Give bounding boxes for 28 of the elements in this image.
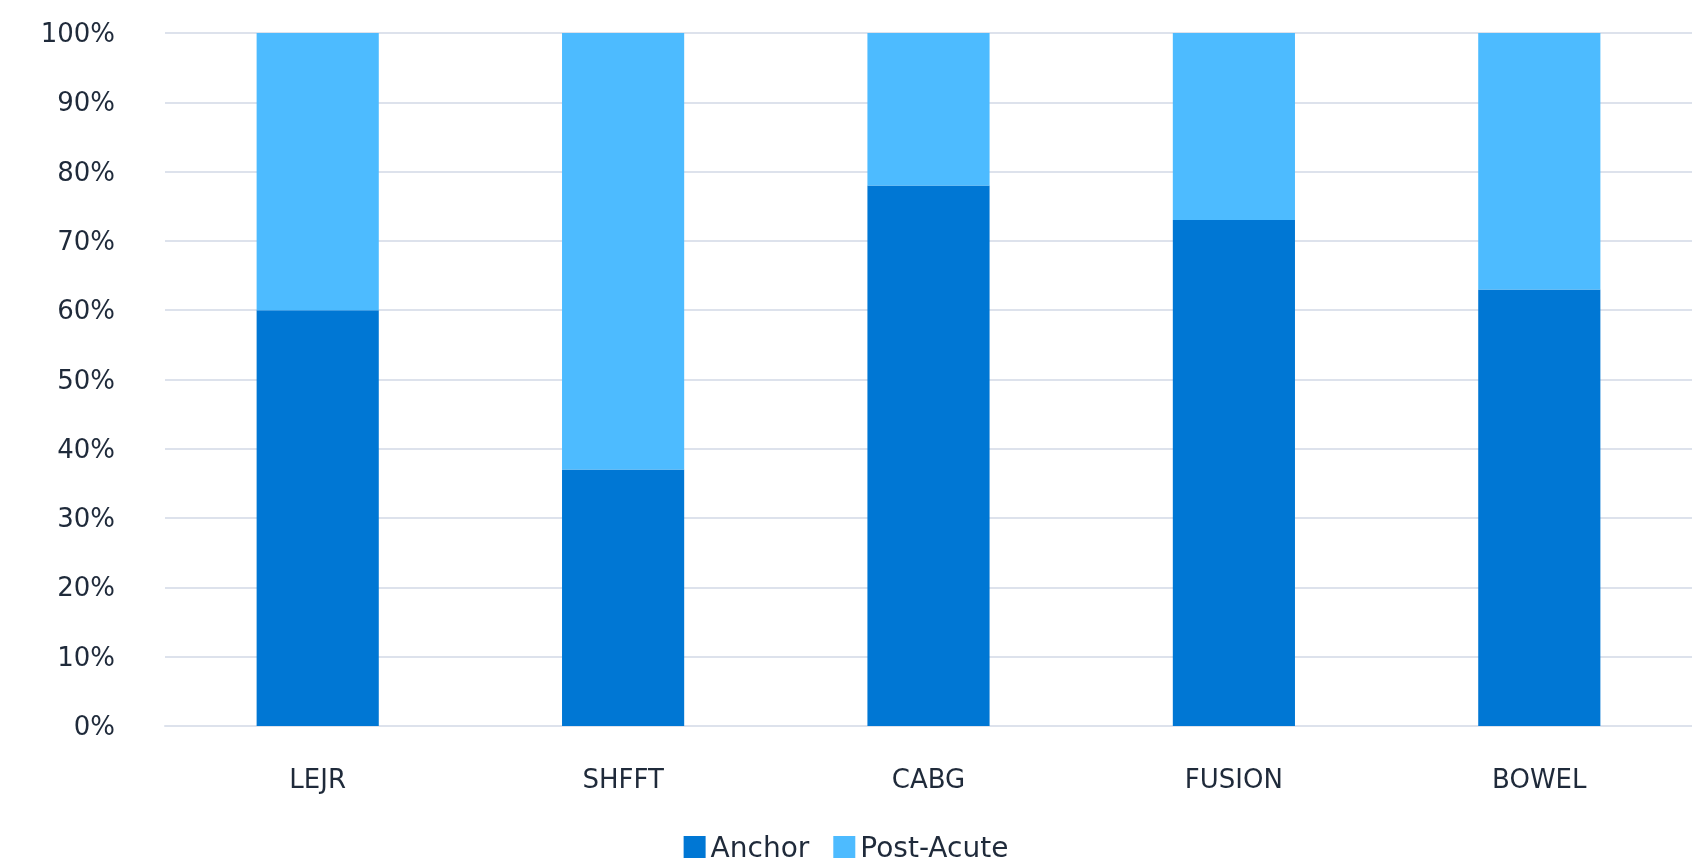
y-tick-label: 70% bbox=[57, 225, 115, 256]
y-tick-label: 40% bbox=[57, 433, 115, 464]
bar bbox=[562, 469, 685, 726]
x-tick-label: FUSION bbox=[1184, 764, 1283, 794]
y-tick-label: 100% bbox=[40, 18, 115, 48]
legend-label: Post-Acute bbox=[860, 830, 1009, 864]
y-tick-label: 10% bbox=[57, 641, 115, 672]
x-tick-label: SHFFT bbox=[582, 764, 664, 794]
bar bbox=[867, 185, 990, 726]
bar bbox=[1478, 289, 1601, 726]
x-tick-label: BOWEL bbox=[1492, 764, 1588, 794]
bar bbox=[256, 310, 379, 726]
bar bbox=[256, 33, 379, 311]
y-tick-label: 50% bbox=[57, 364, 115, 395]
bar bbox=[562, 33, 685, 470]
y-tick-label: 90% bbox=[57, 87, 115, 118]
x-tick-label: LEJR bbox=[289, 764, 347, 794]
bar bbox=[1478, 33, 1601, 290]
bar bbox=[867, 33, 990, 186]
y-tick-label: 0% bbox=[73, 711, 115, 741]
y-tick-label: 60% bbox=[57, 295, 115, 326]
x-tick-label: CABG bbox=[891, 764, 966, 794]
legend-label: Anchor bbox=[710, 830, 810, 864]
y-tick-label: 80% bbox=[57, 156, 115, 187]
y-tick-label: 30% bbox=[57, 503, 115, 534]
y-tick-label: 20% bbox=[57, 572, 115, 603]
bar bbox=[1172, 33, 1295, 221]
bar bbox=[1172, 220, 1295, 726]
